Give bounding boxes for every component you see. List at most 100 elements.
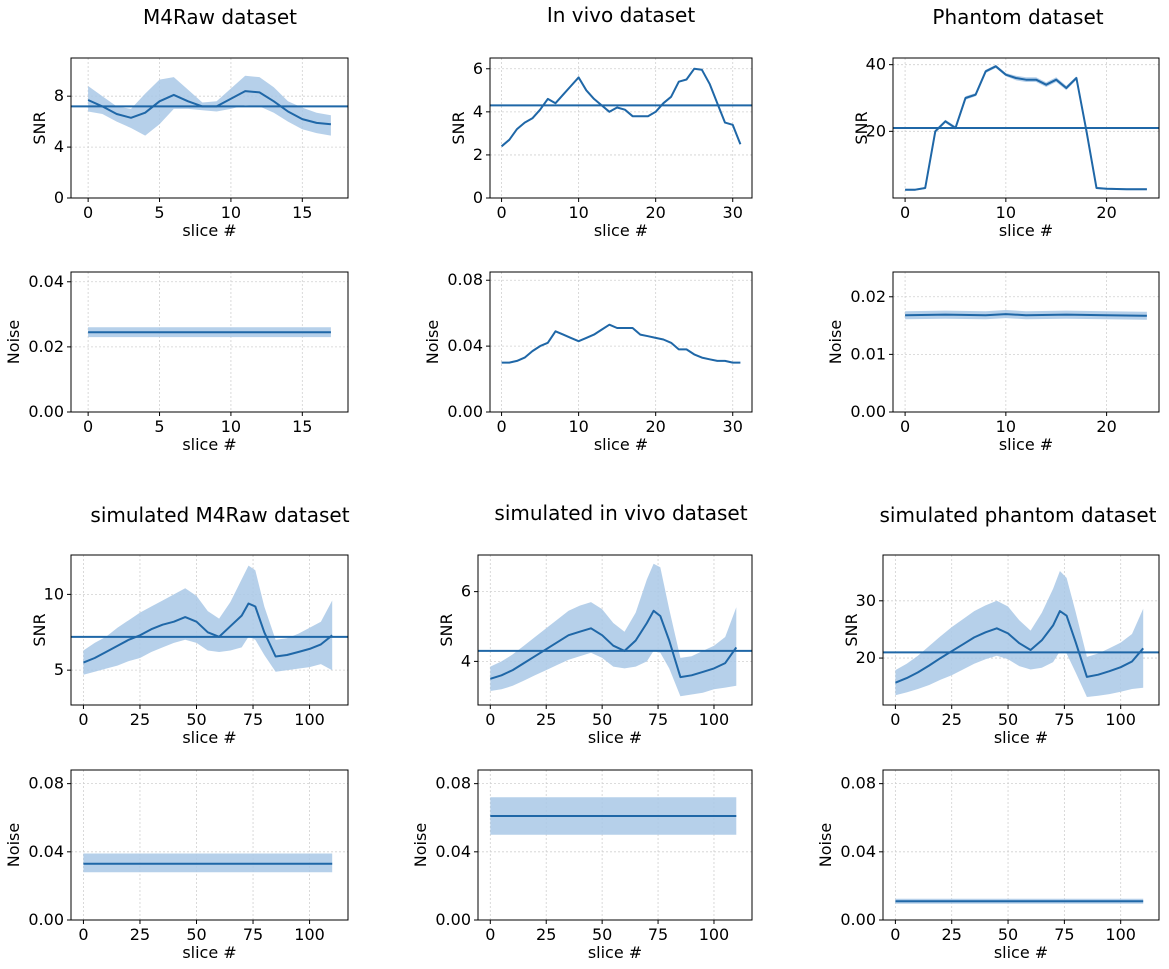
x-tick-label: 20	[1096, 203, 1116, 222]
y-tick-label: 0.08	[435, 774, 471, 793]
x-tick-label: 25	[130, 925, 150, 944]
x-tick-label: 75	[648, 710, 668, 729]
chart-sim-phantom-snr: 0 25 50 75 100 20 30 slice # SNR	[842, 554, 1160, 747]
y-tick-label: 4	[54, 137, 64, 156]
axes-frame	[477, 769, 753, 921]
y-tick-label: 6	[473, 59, 483, 78]
x-tick-label: 75	[1054, 925, 1074, 944]
x-tick-label: 10	[221, 203, 241, 222]
y-axis-label: Noise	[4, 320, 23, 364]
y-tick-label: 0	[473, 188, 483, 207]
x-tick-label: 100	[1105, 710, 1136, 729]
axes-frame	[70, 769, 349, 921]
x-axis-label: slice #	[994, 943, 1048, 962]
y-tick-label: 0.01	[850, 344, 886, 363]
y-tick-label: 10	[44, 584, 64, 603]
x-tick-label: 5	[154, 417, 164, 436]
x-tick-label: 100	[699, 925, 730, 944]
chart-sim-invivo-snr: 0 25 50 75 100 4 6 slice # SNR	[437, 554, 753, 747]
x-tick-label: 50	[186, 925, 206, 944]
x-tick-label: 50	[998, 710, 1018, 729]
chart-sim-phantom-noise: 0 25 50 75 100 0.00 0.04 0.08 slice # Noise	[816, 769, 1160, 962]
series-line	[905, 313, 1147, 317]
x-tick-label: 10	[568, 417, 588, 436]
x-tick-label: 75	[1054, 710, 1074, 729]
axes-frame	[70, 57, 349, 199]
x-tick-label: 75	[648, 925, 668, 944]
x-tick-label: 20	[645, 203, 665, 222]
y-tick-label: 0.00	[28, 910, 64, 929]
y-tick-label: 0.08	[840, 774, 876, 793]
title-sim-invivo: simulated in vivo dataset	[494, 501, 747, 525]
title-sim-m4raw: simulated M4Raw dataset	[90, 503, 349, 527]
axes-frame	[70, 554, 349, 706]
y-tick-label: 0.04	[28, 272, 64, 291]
axes-frame	[892, 271, 1160, 413]
x-tick-label: 100	[294, 710, 325, 729]
plots-container: 0 5 10 15 0 4 8 slice # SNR 0 10 20 30 0 2 4 6 slice # SNR…	[4, 55, 1160, 962]
x-tick-label: 5	[154, 203, 164, 222]
y-tick-label: 0.00	[850, 402, 886, 421]
series-line	[501, 323, 741, 364]
x-tick-label: 0	[900, 417, 910, 436]
y-axis-label: Noise	[411, 823, 430, 867]
y-tick-label: 5	[54, 660, 64, 679]
title-phantom: Phantom dataset	[932, 5, 1103, 29]
y-axis-label: SNR	[842, 613, 861, 646]
x-tick-label: 0	[900, 203, 910, 222]
x-tick-label: 0	[485, 925, 495, 944]
y-tick-label: 2	[473, 145, 483, 164]
y-tick-label: 0.00	[28, 402, 64, 421]
chart-sim-invivo-noise: 0 25 50 75 100 0.00 0.04 0.08 slice # Noise	[411, 769, 753, 962]
series-line	[490, 609, 738, 680]
axes-frame	[477, 554, 753, 706]
x-tick-label: 10	[996, 203, 1016, 222]
x-tick-label: 0	[78, 710, 88, 729]
series-line	[895, 610, 1144, 684]
x-tick-label: 25	[942, 925, 962, 944]
x-tick-label: 0	[890, 710, 900, 729]
series-line	[87, 90, 331, 126]
chart-m4raw-noise: 0 5 10 15 0.00 0.02 0.04 slice # Noise	[4, 271, 349, 454]
axes-frame	[70, 271, 349, 413]
x-tick-label: 0	[890, 925, 900, 944]
std-band	[83, 565, 333, 675]
axes-frame	[882, 769, 1160, 921]
chart-sim-m4raw-snr: 0 25 50 75 100 5 10 slice # SNR	[30, 554, 349, 747]
y-axis-label: SNR	[30, 613, 49, 646]
x-tick-label: 50	[998, 925, 1018, 944]
series-line	[905, 65, 1147, 191]
y-axis-label: SNR	[437, 613, 456, 646]
y-axis-label: SNR	[449, 111, 468, 144]
axes-frame	[489, 271, 753, 413]
x-axis-label: slice #	[994, 728, 1048, 747]
y-tick-label: 0.04	[447, 336, 483, 355]
y-tick-label: 0.04	[435, 842, 471, 861]
y-tick-label: 0.08	[447, 270, 483, 289]
y-tick-label: 0.08	[28, 774, 64, 793]
y-tick-label: 30	[856, 591, 876, 610]
chart-phantom-noise: 0 10 20 0.00 0.01 0.02 slice # Noise	[826, 271, 1160, 454]
y-tick-label: 0.00	[840, 910, 876, 929]
x-tick-label: 0	[496, 203, 506, 222]
x-tick-label: 0	[83, 203, 93, 222]
x-tick-label: 0	[496, 417, 506, 436]
y-axis-label: SNR	[30, 111, 49, 144]
x-tick-label: 20	[1096, 417, 1116, 436]
series-line	[83, 602, 333, 664]
x-axis-label: slice #	[588, 728, 642, 747]
x-tick-label: 30	[723, 417, 743, 436]
y-tick-label: 0	[54, 188, 64, 207]
chart-phantom-snr: 0 10 20 20 40 slice # SNR	[852, 55, 1160, 240]
x-tick-label: 25	[130, 710, 150, 729]
x-tick-label: 75	[243, 710, 263, 729]
y-tick-label: 4	[473, 102, 483, 121]
chart-m4raw-snr: 0 5 10 15 0 4 8 slice # SNR	[30, 57, 349, 240]
x-tick-label: 50	[592, 710, 612, 729]
x-tick-label: 50	[592, 925, 612, 944]
x-tick-label: 100	[699, 710, 730, 729]
y-tick-label: 8	[54, 86, 64, 105]
x-tick-label: 10	[996, 417, 1016, 436]
chart-invivo-noise: 0 10 20 30 0.00 0.04 0.08 slice # Noise	[423, 270, 753, 454]
